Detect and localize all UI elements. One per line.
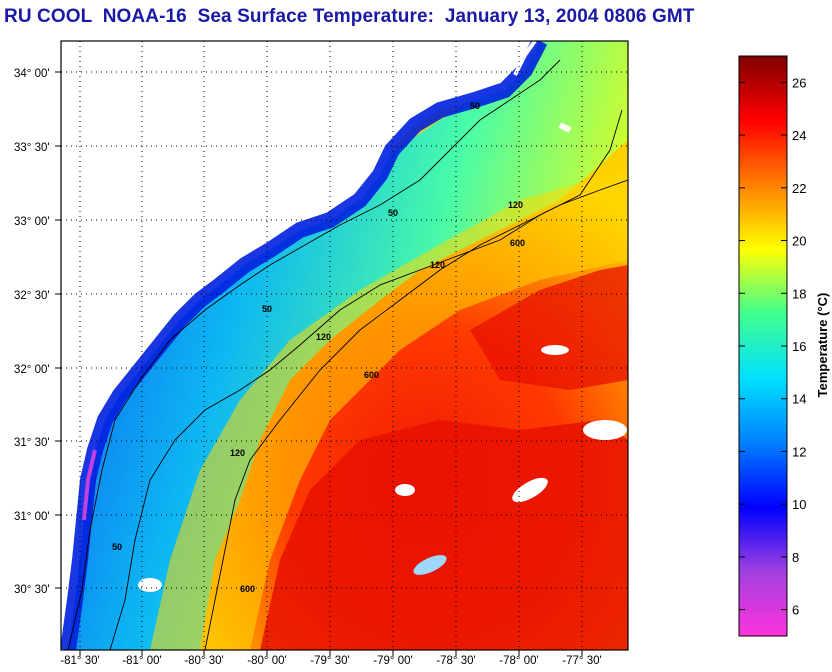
lon-label: -79° 30' [310,655,349,667]
sst-field [61,41,628,650]
colorbar-tick-label: 12 [792,444,806,459]
lon-label: -81° 00' [122,655,161,667]
lon-label: -81° 30' [60,655,99,667]
contour-label-120: 120 [230,448,245,458]
lon-label: -78° 30' [436,655,475,667]
lon-label: -80° 00' [247,655,286,667]
lat-label: 30° 30' [14,584,50,596]
lat-label: 32° 30' [14,290,50,302]
lon-label: -78° 00' [499,655,538,667]
lat-label: 31° 30' [14,437,50,449]
contour-label-120: 120 [508,200,523,210]
colorbar-ticks: 6 8 10 12 14 16 18 20 22 24 26 [739,75,806,618]
colorbar-tick-label: 16 [792,339,806,354]
contour-label-50: 50 [262,304,272,314]
colorbar-tick-label: 8 [792,550,799,565]
map-frame [60,40,629,651]
lon-label: -79° 00' [373,655,412,667]
lat-label: 31° 00' [14,511,50,523]
map-title: RU COOL NOAA-16 Sea Surface Temperature:… [4,6,695,27]
lon-label: -80° 30' [184,655,223,667]
contour-label-50: 50 [388,208,398,218]
lat-label: 33° 30' [14,142,50,154]
lat-label: 32° 00' [14,364,50,376]
colorbar-tick-label: 22 [792,181,806,196]
contour-label-50: 50 [470,101,480,111]
contour-label-600: 600 [364,370,379,380]
contour-labels: 50 50 50 50 120 120 120 120 600 600 600 [112,101,525,594]
lat-lon-grid [55,41,628,656]
colorbar-title: Temperature (°C) [815,293,830,398]
contour-label-600: 600 [240,584,255,594]
longitude-labels: -81° 30' -81° 00' -80° 30' -80° 00' -79°… [60,655,601,667]
lat-label: 33° 00' [14,216,50,228]
lat-label: 34° 00' [14,68,50,80]
contour-label-600: 600 [510,238,525,248]
latitude-labels: 34° 00' 33° 30' 33° 00' 32° 30' 32° 00' … [14,68,50,596]
contour-label-50: 50 [112,542,122,552]
lon-label: -77° 30' [562,655,601,667]
colorbar-scale [738,55,788,637]
colorbar-tick-label: 20 [792,234,806,249]
colorbar-tick-label: 26 [792,75,806,90]
colorbar-tick-label: 6 [792,603,799,618]
colorbar-tick-label: 18 [792,286,806,301]
colorbar-tick-label: 10 [792,497,806,512]
contour-label-120: 120 [430,260,445,270]
colorbar-tick-label: 14 [792,392,806,407]
colorbar-tick-label: 24 [792,128,806,143]
contour-label-120: 120 [316,332,331,342]
